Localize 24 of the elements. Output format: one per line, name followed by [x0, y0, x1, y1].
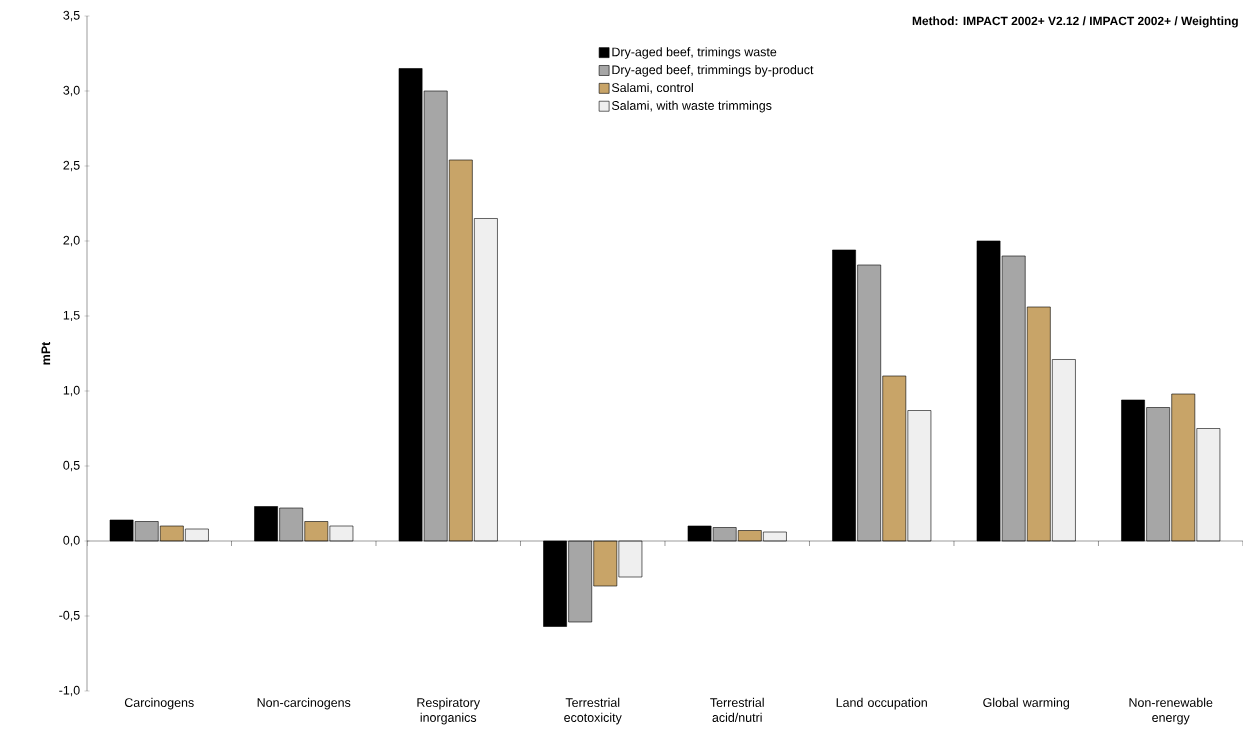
y-tick-label: -0,5	[59, 610, 80, 622]
x-tick-label: Global warming	[983, 697, 1069, 710]
y-tick-label: 2,5	[63, 160, 80, 172]
x-tick-label: Land occupation	[836, 697, 927, 710]
y-tick-label: 1,0	[63, 385, 80, 397]
y-tick-label: 1,5	[63, 310, 80, 322]
y-tick-label: 2,0	[63, 235, 80, 247]
x-tick-label: Respiratory inorganics	[417, 697, 481, 725]
legend-label: Salami, control	[611, 82, 693, 94]
y-axis-title: mPt	[41, 341, 51, 365]
y-tick-label: 0,0	[63, 535, 80, 547]
chart-title: Method: IMPACT 2002+ V2.12 / IMPACT 2002+ / Weighting	[912, 16, 1238, 28]
legend-label: Dry-aged beef, trimmings by-product	[612, 65, 814, 77]
y-tick-label: 0,5	[63, 460, 80, 472]
y-tick-label: -1,0	[59, 685, 80, 697]
y-tick-label: 3,5	[63, 10, 80, 22]
legend-label: Salami, with waste trimmings	[611, 100, 772, 113]
x-tick-label: Terrestrial ecotoxicity	[564, 697, 622, 725]
x-tick-label: Carcinogens	[124, 697, 194, 710]
legend-label: Dry-aged beef, trimings waste	[612, 47, 777, 59]
y-tick-label: 3,0	[63, 85, 80, 97]
x-tick-label: Terrestrial acid/nutri	[710, 697, 764, 722]
x-tick-label: Non-renewable energy	[1129, 697, 1213, 725]
x-tick-label: Non-carcinogens	[257, 697, 351, 710]
